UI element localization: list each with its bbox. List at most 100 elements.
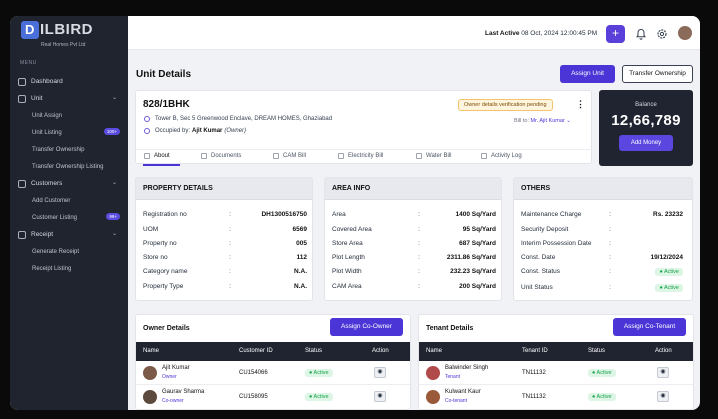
field-value: 19/12/2024 <box>650 254 683 261</box>
sidebar-item-label: Unit Assign <box>32 112 63 119</box>
assign-unit-button[interactable]: Assign Unit <box>560 65 615 83</box>
view-icon[interactable]: ◉ <box>374 391 386 402</box>
assign-co-tenant-button[interactable]: Assign Co-Tenant <box>613 318 686 336</box>
field-value: N.A. <box>294 283 307 290</box>
active-tab-indicator <box>143 164 180 166</box>
bill-icon <box>338 153 344 159</box>
tab-label: About <box>154 153 170 159</box>
avatar <box>143 366 157 380</box>
field-value: 2311.86 Sq/Yard <box>446 254 496 261</box>
sidebar-item-customer-listing[interactable]: Customer Listing 99+ <box>10 209 128 226</box>
bill-to-selector[interactable]: Bill to: Mr. Ajit Kumar ⌄ <box>514 118 571 124</box>
status-badge: ● Active <box>655 268 683 276</box>
count-badge: 100+ <box>103 128 120 135</box>
assign-co-owner-button[interactable]: Assign Co-Owner <box>330 318 403 336</box>
view-icon[interactable]: ◉ <box>657 367 669 378</box>
field-label: Registration no <box>143 211 187 218</box>
field-label: Interim Possession Date <box>521 240 592 247</box>
main-content: Last Active 08 Oct, 2024 12:00:45 PM + U… <box>128 16 700 410</box>
separator: : <box>229 254 231 261</box>
field-label: Plot Length <box>332 254 365 261</box>
users-icon <box>18 179 26 188</box>
sidebar-item-unit-listing[interactable]: Unit Listing 100+ <box>10 124 128 141</box>
view-icon[interactable]: ◉ <box>374 367 386 378</box>
separator: : <box>418 254 420 261</box>
sidebar-item-customers[interactable]: Customers ⌄ <box>10 175 128 192</box>
tab-about[interactable]: About <box>144 153 170 159</box>
sidebar-item-add-customer[interactable]: Add Customer <box>10 192 128 209</box>
separator: : <box>609 268 611 275</box>
others-row: Maintenance Charge: Rs. 23232 <box>521 211 683 218</box>
separator: : <box>229 240 231 247</box>
sidebar-item-label: Customer Listing <box>32 214 78 221</box>
bell-icon[interactable] <box>635 28 647 40</box>
unit-tabs: About Documents CAM Bill Electricity Bil… <box>136 149 593 166</box>
sidebar-item-transfer-ownership-listing[interactable]: Transfer Ownership Listing <box>10 158 128 175</box>
document-icon <box>201 153 207 159</box>
sidebar-item-receipt[interactable]: Receipt ⌄ <box>10 226 128 243</box>
sidebar-item-generate-receipt[interactable]: Generate Receipt <box>10 243 128 260</box>
sidebar-item-transfer-ownership[interactable]: Transfer Ownership <box>10 141 128 158</box>
sidebar-item-label: Generate Receipt <box>32 248 80 255</box>
gear-icon[interactable] <box>656 28 668 40</box>
tab-activity-log[interactable]: Activity Log <box>481 153 522 159</box>
others-row: Const. Status: ● Active <box>521 268 683 276</box>
table-row[interactable]: Kulwant Kaur Co-tenant TN11132 ● Active … <box>419 385 693 409</box>
brand-logo[interactable]: D ILBIRD Real Homes Pvt Ltd <box>21 21 116 57</box>
property-row: Property no: 005 <box>143 240 307 247</box>
separator: : <box>609 226 611 233</box>
sidebar-item-label: Unit Listing <box>32 129 62 136</box>
separator: : <box>229 283 231 290</box>
add-button[interactable]: + <box>606 25 625 43</box>
sidebar-item-label: Customers <box>31 180 63 187</box>
more-options-icon[interactable]: ⋮ <box>576 99 585 109</box>
sidebar-item-label: Add Customer <box>32 197 71 204</box>
status-badge: ● Active <box>588 393 616 401</box>
sidebar-item-label: Unit <box>31 95 43 102</box>
property-details-title: PROPERTY DETAILS <box>136 178 312 200</box>
topbar: Last Active 08 Oct, 2024 12:00:45 PM + <box>128 16 700 50</box>
table-row[interactable]: Balwinder Singh Tenant TN11132 ● Active … <box>419 361 693 385</box>
property-details-card: PROPERTY DETAILS Registration no: DH13005… <box>135 177 313 301</box>
field-value: 005 <box>296 240 307 247</box>
table-row[interactable]: Ajit Kumar Owner CU154066 ● Active ◉ <box>136 361 410 385</box>
tab-documents[interactable]: Documents <box>201 153 241 159</box>
unit-address: Tower B, Sec 5 Greenwood Enclave, DREAM … <box>144 116 332 122</box>
person-name: Balwinder Singh <box>445 365 489 371</box>
field-label: Category name <box>143 268 188 275</box>
sidebar-item-unit-assign[interactable]: Unit Assign <box>10 107 128 124</box>
add-money-button[interactable]: Add Money <box>619 135 673 151</box>
avatar <box>426 366 440 380</box>
occupant-name: Ajit Kumar <box>192 128 223 134</box>
field-value <box>617 240 683 247</box>
status-text: Active <box>664 285 679 291</box>
area-row: CAM Area: 200 Sq/Yard <box>332 283 496 290</box>
customer-id: CU158095 <box>239 394 268 400</box>
avatar[interactable] <box>678 26 692 40</box>
transfer-ownership-button[interactable]: Transfer Ownership <box>622 65 693 83</box>
status-text: Active <box>664 269 679 275</box>
sidebar-item-label: Transfer Ownership <box>32 146 85 153</box>
tenant-table-header: Name Tenant ID Status Action <box>419 342 693 361</box>
view-icon[interactable]: ◉ <box>657 391 669 402</box>
sidebar-item-unit[interactable]: Unit ⌄ <box>10 90 128 107</box>
field-label: Const. Status <box>521 268 561 275</box>
area-info-card: AREA INFO Area: 1400 Sq/Yard Covered Area… <box>324 177 502 301</box>
person-role: Owner <box>162 374 177 380</box>
table-row[interactable]: Gaurav Sharma Co-owner CU158095 ● Active… <box>136 385 410 409</box>
area-row: Store Area: 687 Sq/Yard <box>332 240 496 247</box>
column-header: Tenant ID <box>522 348 548 354</box>
tab-water-bill[interactable]: Water Bill <box>416 153 451 159</box>
person-role: Tenant <box>445 374 461 380</box>
tab-electricity-bill[interactable]: Electricity Bill <box>338 153 383 159</box>
sidebar-item-dashboard[interactable]: Dashboard <box>10 73 128 90</box>
column-header: Action <box>372 348 389 354</box>
bill-to-value: Mr. Ajit Kumar <box>530 118 565 124</box>
sidebar-item-receipt-listing[interactable]: Receipt Listing <box>10 260 128 277</box>
column-header: Status <box>305 348 323 354</box>
tab-cam-bill[interactable]: CAM Bill <box>273 153 306 159</box>
brand-tagline: Real Homes Pvt Ltd <box>41 42 86 48</box>
field-value: DH1300516750 <box>261 211 307 218</box>
separator: : <box>418 240 420 247</box>
tab-label: Documents <box>211 153 242 159</box>
